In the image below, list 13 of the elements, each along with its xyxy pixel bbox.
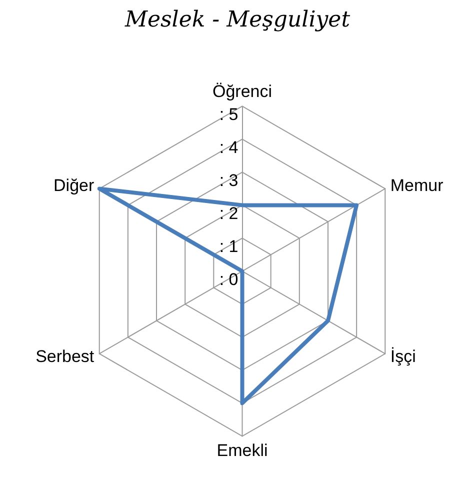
y-tick-label: : 2 — [219, 204, 238, 224]
y-tick-label: : 5 — [219, 105, 238, 124]
chart-title: Meslek - Meşguliyet — [124, 8, 350, 32]
y-tick-label: : 3 — [219, 171, 238, 190]
y-tick-label: : 0 — [219, 270, 238, 290]
y-tick-label: : 1 — [219, 237, 238, 256]
spoke-label: Memur — [390, 176, 444, 196]
spoke-label: Serbest — [36, 347, 94, 366]
spoke-label: Öğrenci — [212, 82, 272, 102]
spoke-label: İşçi — [390, 347, 416, 366]
spoke-label: Emekli — [216, 441, 268, 460]
spoke-label: Diğer — [54, 176, 94, 196]
y-tick-label: : 4 — [219, 138, 238, 158]
